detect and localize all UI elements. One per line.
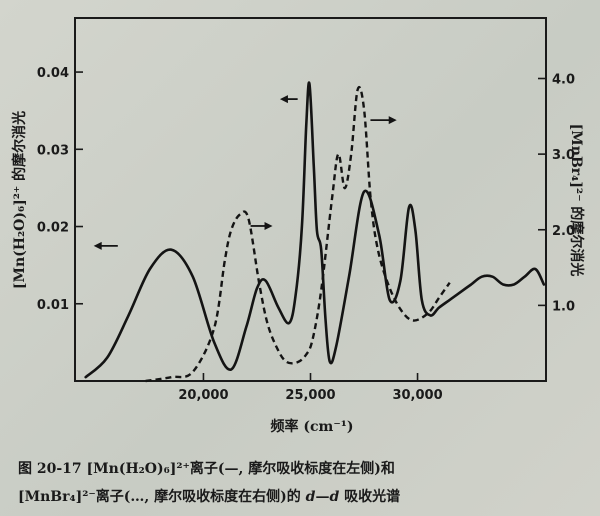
- caption-line-2-suffix: 吸收光谱: [339, 489, 401, 505]
- y-right-tick-label: 2.0: [552, 224, 575, 239]
- y-left-tick-label: 0.02: [37, 221, 69, 236]
- plot-frame: [74, 17, 547, 382]
- left-arrow-solid-1-head: [93, 241, 102, 250]
- x-axis-title: 频率 (cm⁻¹): [271, 418, 354, 435]
- series-group: [84, 81, 546, 383]
- axis-arrows: [93, 95, 397, 250]
- y-right-tick-label: 1.0: [552, 299, 575, 314]
- y-left-tick-label: 0.01: [37, 298, 69, 313]
- x-ticks: 20,000 25,000 30,000: [178, 373, 443, 403]
- y-right-tick-label: 3.0: [552, 148, 575, 163]
- caption-line-2: [MnBr₄]²⁻离子(…, 摩尔吸收标度在右侧)的 d—d 吸收光谱: [18, 483, 588, 511]
- right-arrow-dashed-2-head: [388, 116, 397, 125]
- solid-series-line: [84, 81, 546, 379]
- left-arrow-solid-2-head: [279, 95, 288, 104]
- caption-dash: —: [315, 489, 330, 505]
- y-right-axis-title: [MnBr₄]²⁻ 的摩尔消光: [568, 124, 585, 277]
- y-left-ticks: 0.01 0.02 0.03 0.04: [37, 66, 83, 313]
- y-left-tick-label: 0.03: [37, 143, 69, 158]
- caption-d-italic: d: [305, 489, 316, 505]
- caption-line-2-prefix: [MnBr₄]²⁻离子(…, 摩尔吸收标度在右侧)的: [18, 489, 306, 505]
- x-tick-label: 30,000: [392, 388, 442, 403]
- caption-d-italic-2: d: [329, 489, 340, 505]
- y-left-tick-label: 0.04: [37, 66, 69, 81]
- figure-caption: 图 20-17 [Mn(H₂O)₆]²⁺离子(—, 摩尔吸收标度在左侧)和 [M…: [18, 455, 588, 511]
- caption-line-1: 图 20-17 [Mn(H₂O)₆]²⁺离子(—, 摩尔吸收标度在左侧)和: [18, 461, 395, 477]
- y-right-tick-label: 4.0: [552, 73, 575, 88]
- right-arrow-dashed-1-head: [264, 221, 273, 230]
- y-left-axis-title: [Mn(H₂O)₆]²⁺ 的摩尔消光: [11, 111, 28, 289]
- dashed-series-line: [145, 85, 451, 383]
- x-tick-label: 25,000: [285, 388, 335, 403]
- y-right-ticks: 1.0 2.0 3.0 4.0: [538, 73, 575, 314]
- x-tick-label: 20,000: [178, 388, 228, 403]
